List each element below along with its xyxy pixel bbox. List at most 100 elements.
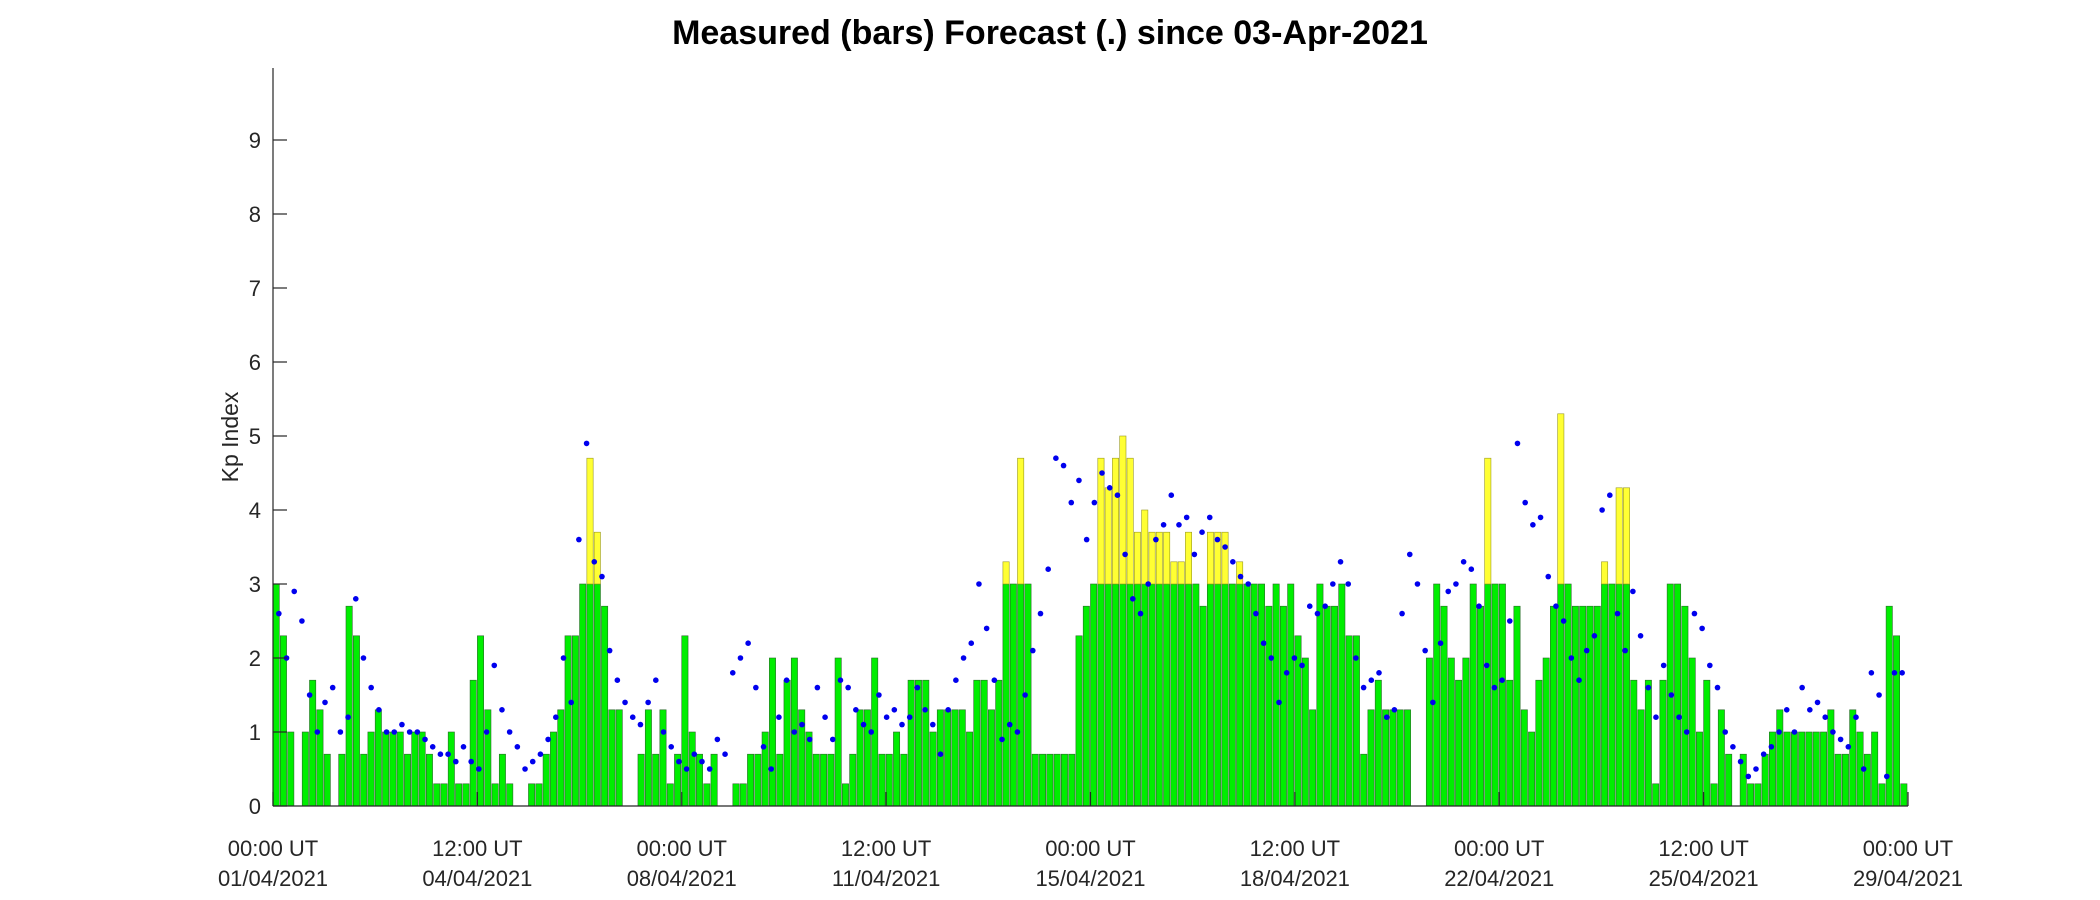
- measured-bar: [980, 679, 988, 807]
- forecast-point: [1299, 662, 1305, 669]
- measured-bar: [1455, 679, 1463, 807]
- forecast-point: [576, 536, 582, 543]
- measured-bar: [1009, 583, 1017, 807]
- forecast-point: [1530, 522, 1536, 528]
- forecast-point: [1876, 692, 1882, 698]
- forecast-point: [468, 758, 474, 765]
- y-axis-label: Kp Index: [217, 391, 243, 482]
- measured-bar: [1644, 679, 1652, 807]
- forecast-point: [537, 751, 544, 757]
- measured-bar: [1615, 583, 1623, 807]
- measured-bar: [586, 583, 594, 807]
- measured-bar: [338, 753, 346, 807]
- measured-bar: [681, 635, 689, 807]
- measured-bar: [915, 679, 922, 807]
- forecast-point: [622, 699, 628, 706]
- measured-bar: [396, 731, 404, 807]
- measured-bar: [1893, 635, 1901, 807]
- measured-bar-active: [1206, 531, 1214, 585]
- measured-bar: [1790, 731, 1798, 807]
- forecast-point: [376, 707, 382, 713]
- forecast-point: [1760, 751, 1767, 757]
- measured-bar-active: [1163, 531, 1171, 585]
- x-tick-label-time: 12:00 UT: [1250, 836, 1341, 861]
- forecast-point: [976, 581, 982, 587]
- forecast-point: [514, 744, 521, 750]
- measured-bar: [1827, 709, 1835, 807]
- forecast-point: [983, 625, 990, 632]
- measured-bar: [1608, 583, 1616, 807]
- forecast-point: [922, 707, 928, 713]
- measured-bar: [1214, 583, 1222, 807]
- measured-bar: [389, 731, 397, 807]
- x-tick-label-date: 25/04/2021: [1649, 866, 1759, 891]
- forecast-point: [837, 677, 844, 683]
- measured-bar: [601, 605, 609, 807]
- forecast-point: [1114, 492, 1121, 499]
- forecast-point: [1583, 647, 1590, 654]
- measured-bar: [710, 753, 718, 807]
- measured-bar: [477, 635, 484, 807]
- measured-bar: [345, 605, 353, 807]
- forecast-point: [445, 751, 451, 757]
- forecast-point: [345, 714, 351, 720]
- forecast-point: [783, 677, 790, 683]
- forecast-point: [1391, 707, 1398, 713]
- forecast-point: [699, 758, 705, 765]
- measured-bar-active: [1104, 487, 1112, 585]
- x-tick-label-time: 00:00 UT: [1454, 836, 1545, 861]
- x-tick-label-date: 22/04/2021: [1444, 866, 1554, 891]
- forecast-point: [1091, 499, 1098, 506]
- forecast-point: [337, 729, 344, 735]
- measured-bar: [1090, 583, 1098, 807]
- measured-bar: [1133, 583, 1141, 807]
- measured-bar: [1104, 583, 1112, 807]
- measured-bar: [550, 731, 557, 807]
- measured-bar: [1126, 583, 1134, 807]
- measured-bar: [1331, 605, 1338, 807]
- measured-bar: [644, 709, 652, 807]
- forecast-point: [1499, 677, 1505, 683]
- forecast-point: [637, 721, 644, 728]
- measured-bar: [1535, 679, 1543, 807]
- measured-bar: [1513, 605, 1521, 807]
- measured-bar: [995, 679, 1003, 807]
- forecast-point: [945, 707, 951, 713]
- measured-bar: [732, 783, 740, 807]
- measured-bar: [1374, 679, 1382, 807]
- measured-bar: [885, 753, 893, 807]
- measured-bar-active: [593, 531, 601, 585]
- forecast-point: [999, 736, 1005, 743]
- measured-bar: [1265, 605, 1273, 807]
- forecast-point: [1406, 551, 1413, 558]
- x-tick-label-date: 01/04/2021: [218, 866, 328, 891]
- measured-bar-active: [1097, 457, 1105, 585]
- forecast-point: [452, 758, 459, 765]
- forecast-point: [937, 751, 944, 757]
- forecast-point: [1253, 610, 1259, 617]
- measured-bar: [1309, 709, 1317, 807]
- measured-bar: [542, 753, 550, 807]
- forecast-point: [522, 766, 528, 772]
- forecast-point: [891, 707, 898, 713]
- measured-bar: [893, 731, 901, 807]
- forecast-point: [360, 655, 367, 661]
- measured-bar-active: [1133, 531, 1141, 585]
- measured-bar: [805, 731, 813, 807]
- forecast-point: [1468, 566, 1475, 572]
- forecast-point: [1199, 529, 1205, 535]
- measured-bar: [469, 679, 477, 807]
- forecast-point: [368, 684, 374, 691]
- measured-bar: [1579, 605, 1587, 807]
- measured-bar: [944, 709, 952, 807]
- measured-bar: [1783, 731, 1791, 807]
- forecast-point: [1306, 603, 1313, 609]
- measured-bar: [1557, 583, 1565, 807]
- measured-bar: [1097, 583, 1105, 807]
- forecast-point: [722, 751, 728, 757]
- measured-bar: [1623, 583, 1630, 807]
- forecast-point: [883, 714, 890, 720]
- forecast-point: [591, 559, 598, 565]
- measured-bar: [1717, 709, 1725, 807]
- forecast-point: [1045, 566, 1051, 572]
